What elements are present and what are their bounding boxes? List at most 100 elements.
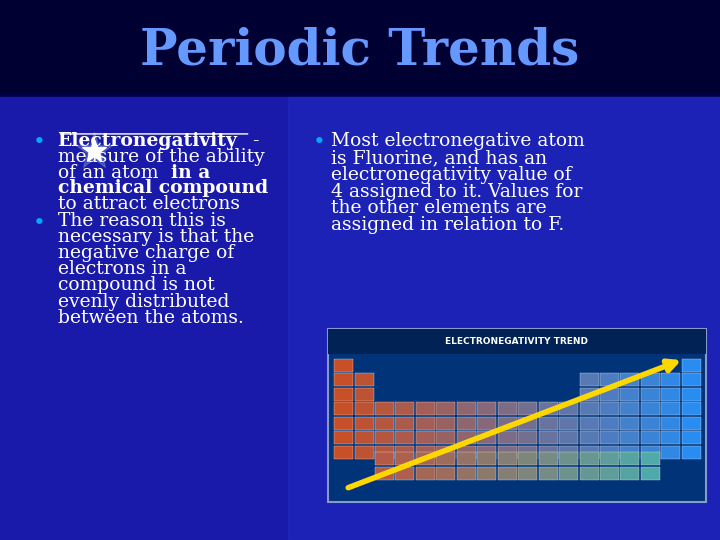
Bar [477,416,496,430]
Bar [580,467,598,480]
Bar [334,431,353,444]
Bar [395,446,415,459]
Bar [559,446,578,459]
Text: assigned in relation to F.: assigned in relation to F. [331,216,564,234]
Bar [600,467,619,480]
Bar [600,431,619,444]
Bar [641,373,660,387]
Text: The reason this is: The reason this is [58,212,225,230]
Bar [641,446,660,459]
Bar [621,416,639,430]
Bar [662,373,680,387]
Bar [600,446,619,459]
Bar [518,416,537,430]
Bar [682,416,701,430]
Bar [682,431,701,444]
Bar [600,402,619,415]
Text: compound is not: compound is not [58,276,215,294]
Bar [477,452,496,465]
Text: necessary is that the: necessary is that the [58,228,254,246]
Bar [621,402,639,415]
Bar [334,373,353,387]
Bar [395,402,415,415]
Bar [375,431,394,444]
Text: is Fluorine, and has an: is Fluorine, and has an [331,149,547,167]
Bar [416,467,435,480]
Bar [641,452,660,465]
Text: •: • [32,132,45,152]
Text: measure of the ability: measure of the ability [58,148,264,166]
Bar [0,0,720,97]
Bar [375,402,394,415]
Bar [395,416,415,430]
Bar [334,416,353,430]
Text: ELECTRONEGATIVITY TREND: ELECTRONEGATIVITY TREND [445,337,588,346]
Bar [354,388,374,401]
Text: -: - [252,132,258,150]
Bar [600,373,619,387]
Bar [662,388,680,401]
Bar [456,416,476,430]
Bar [0,97,720,540]
Bar [436,446,455,459]
Bar [641,467,660,480]
Bar [395,431,415,444]
Bar [621,446,639,459]
Bar [682,402,701,415]
Bar [580,452,598,465]
Bar [477,402,496,415]
Bar [621,373,639,387]
Bar [354,402,374,415]
Text: •: • [313,132,326,152]
Bar [436,416,455,430]
Bar [456,446,476,459]
Bar [328,329,706,502]
Bar [498,402,517,415]
Bar [288,97,720,540]
Bar [416,416,435,430]
Bar [395,467,415,480]
Bar [662,402,680,415]
Bar [477,431,496,444]
FancyArrowPatch shape [348,361,675,488]
Text: electronegativity value of: electronegativity value of [331,166,572,184]
Text: chemical compound: chemical compound [58,179,268,197]
Bar [539,446,557,459]
Text: evenly distributed: evenly distributed [58,293,229,310]
Text: Electronegativity: Electronegativity [58,132,238,150]
Bar [334,359,353,372]
Bar [498,416,517,430]
Text: •: • [32,213,45,233]
Bar [436,431,455,444]
Text: negative charge of: negative charge of [58,244,234,262]
Bar [641,402,660,415]
Bar [518,431,537,444]
Bar [559,467,578,480]
Bar [559,431,578,444]
Bar [436,452,455,465]
Bar [354,373,374,387]
Bar [477,446,496,459]
Bar [334,388,353,401]
Text: Periodic Trends: Periodic Trends [140,27,580,76]
Bar [416,452,435,465]
Bar [682,359,701,372]
Bar [518,446,537,459]
Bar [621,467,639,480]
Bar [375,446,394,459]
Bar [662,431,680,444]
Text: the other elements are: the other elements are [331,199,546,217]
Bar [539,452,557,465]
Bar [334,402,353,415]
Bar [354,446,374,459]
Bar [477,467,496,480]
Bar [559,452,578,465]
Bar [580,388,598,401]
Bar [621,388,639,401]
Bar [456,452,476,465]
Bar [354,416,374,430]
Text: between the atoms.: between the atoms. [58,309,243,327]
Bar [580,373,598,387]
Bar [682,388,701,401]
Bar [375,467,394,480]
